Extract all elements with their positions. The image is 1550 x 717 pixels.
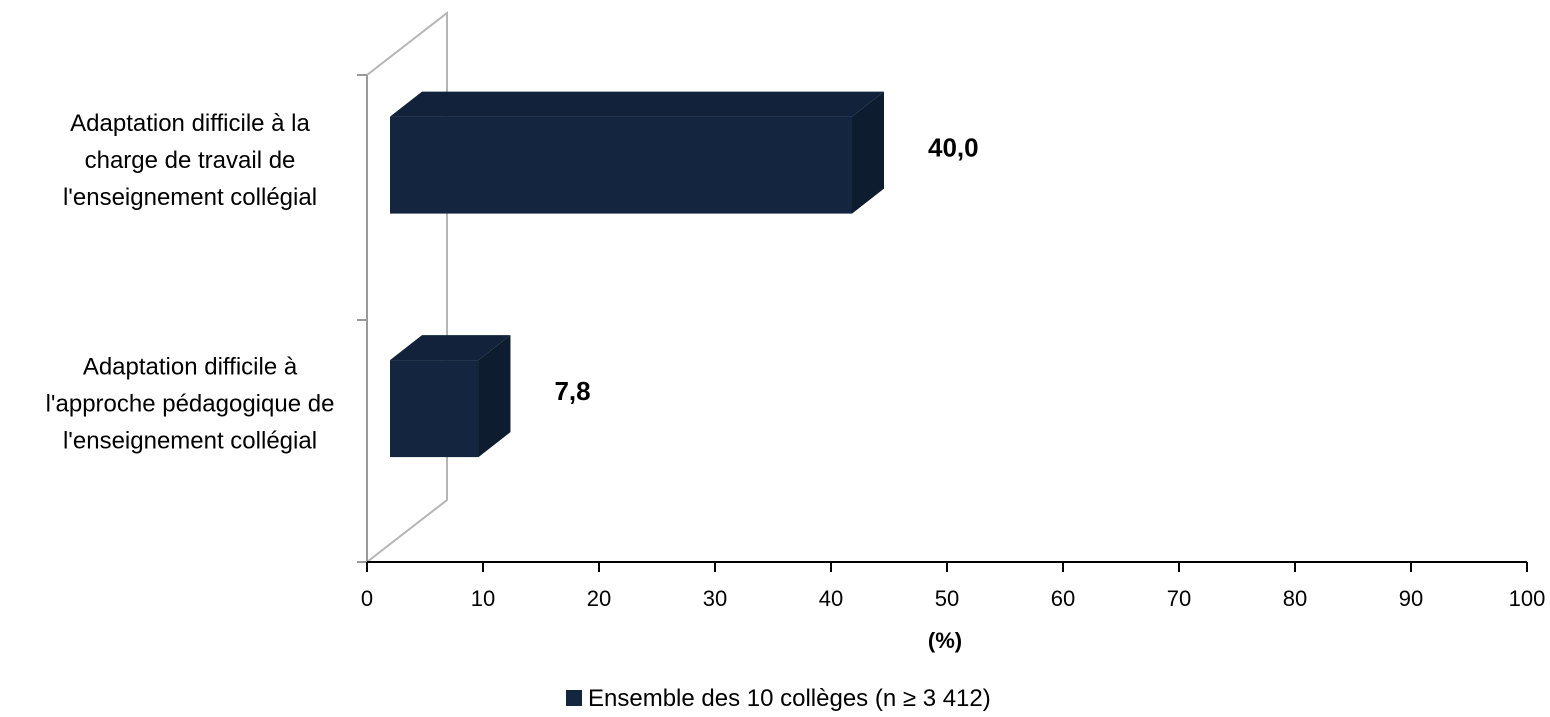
- category-label-line: charge de travail de: [85, 147, 296, 174]
- bar-front-face: [390, 360, 479, 458]
- x-tick-label: 0: [361, 586, 373, 611]
- x-tick-label: 70: [1167, 586, 1191, 611]
- x-tick-label: 100: [1509, 586, 1546, 611]
- x-tick-label: 60: [1051, 586, 1075, 611]
- category-label: Adaptation difficile à la charge de trava…: [63, 110, 317, 211]
- bar-side-face: [852, 91, 884, 214]
- bar-side-face: [478, 335, 511, 458]
- bar-top-face: [390, 91, 884, 117]
- bar-top-face: [390, 335, 511, 361]
- x-tick-label: 80: [1283, 586, 1307, 611]
- legend-label: Ensemble des 10 collèges (n ≥ 3 412): [588, 685, 991, 712]
- category-label-line: Adaptation difficile à la: [70, 110, 310, 137]
- x-axis-title: (%): [928, 628, 962, 653]
- x-tick-label: 40: [819, 586, 843, 611]
- bar: [390, 91, 884, 214]
- bar-front-face: [390, 116, 852, 214]
- bars: 40,0 7,8: [390, 91, 979, 458]
- category-label: Adaptation difficile à l'approche pédagog…: [46, 354, 335, 455]
- data-label: 40,0: [928, 133, 979, 163]
- x-tick-label: 30: [703, 586, 727, 611]
- x-axis-ticks: 0 10 20 30 40 50 60 70 80 90 100: [361, 562, 1545, 611]
- category-label-line: l'approche pédagogique de: [46, 391, 335, 418]
- legend: Ensemble des 10 collèges (n ≥ 3 412): [566, 685, 991, 712]
- category-label-line: Adaptation difficile à: [83, 354, 298, 381]
- category-label-line: l'enseignement collégial: [63, 184, 317, 211]
- x-tick-label: 20: [587, 586, 611, 611]
- category-labels: Adaptation difficile à la charge de trava…: [46, 110, 335, 455]
- bar: [390, 335, 511, 458]
- x-tick-label: 10: [471, 586, 495, 611]
- legend-swatch: [566, 690, 582, 706]
- x-tick-label: 90: [1399, 586, 1423, 611]
- data-label: 7,8: [554, 376, 590, 406]
- x-tick-label: 50: [935, 586, 959, 611]
- back-wall-frame: [366, 10, 448, 563]
- category-label-line: l'enseignement collégial: [63, 428, 317, 455]
